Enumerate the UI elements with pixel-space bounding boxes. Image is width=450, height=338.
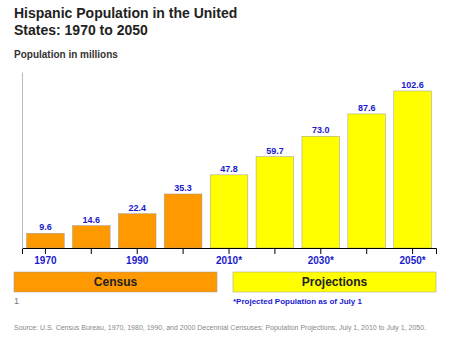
y-axis xyxy=(22,73,23,249)
x-axis: 1970 1990 2010* 2030* 2050* xyxy=(23,248,437,266)
legend-label: Projections xyxy=(302,275,368,289)
bar xyxy=(348,114,386,248)
x-tick-label: 1990 xyxy=(126,255,149,266)
x-tick-mark xyxy=(183,248,184,254)
bar xyxy=(72,226,110,248)
data-label: 9.6 xyxy=(39,222,52,232)
x-tick-mark xyxy=(366,248,367,254)
bar xyxy=(118,214,156,248)
data-label: 47.8 xyxy=(220,164,238,174)
x-tick xyxy=(366,248,367,254)
x-tick-mark xyxy=(137,248,138,254)
bar xyxy=(210,175,248,248)
chart: Hispanic Population in the UnitedStates:… xyxy=(0,0,450,338)
x-tick-label: 2050* xyxy=(400,255,426,266)
x-tick: 2050* xyxy=(400,248,426,266)
x-tick-mark xyxy=(412,248,413,254)
data-label: 22.4 xyxy=(128,203,146,213)
x-tick-mark xyxy=(320,248,321,254)
bars xyxy=(27,91,432,248)
x-tick-mark xyxy=(274,248,275,254)
x-tick xyxy=(91,248,92,254)
legend-swatch xyxy=(14,272,217,292)
x-tick: 2010* xyxy=(216,248,242,266)
x-tick-mark xyxy=(229,248,230,254)
bar xyxy=(302,136,340,248)
data-label: 73.0 xyxy=(312,125,330,135)
x-tick-mark xyxy=(91,248,92,254)
x-tick-label: 2010* xyxy=(216,255,242,266)
x-axis-line xyxy=(23,249,437,255)
annotation: 1 xyxy=(14,296,19,306)
data-label: 35.3 xyxy=(174,183,192,193)
data-label: 102.6 xyxy=(401,80,424,90)
x-tick xyxy=(183,248,184,254)
y-label: Population in millions xyxy=(14,49,118,60)
bar xyxy=(27,233,65,248)
legend-swatch xyxy=(233,272,436,292)
annotation: *Projected Population as of July 1 xyxy=(233,297,362,306)
legend-item: Projections xyxy=(233,272,436,292)
data-label: 87.6 xyxy=(358,103,376,113)
x-tick: 1970 xyxy=(34,248,57,266)
bar xyxy=(256,157,294,248)
bar xyxy=(164,194,202,248)
x-tick: 2030* xyxy=(308,248,334,266)
legend-label: Census xyxy=(94,275,138,289)
data-label: 59.7 xyxy=(266,146,284,156)
x-tick-label: 1970 xyxy=(34,255,57,266)
x-tick: 1990 xyxy=(126,248,149,266)
bar xyxy=(394,91,432,248)
x-tick-label: 2030* xyxy=(308,255,334,266)
title: Hispanic Population in the UnitedStates:… xyxy=(14,5,237,38)
legend-item: Census xyxy=(14,272,217,292)
x-tick xyxy=(274,248,275,254)
annotation: Source: U.S. Census Bureau, 1970, 1980, … xyxy=(14,324,426,332)
data-labels: 9.6 14.6 22.4 35.3 47.8 59.7 73.0 87.6 102.6 xyxy=(39,80,424,232)
y-axis-line xyxy=(22,73,23,249)
x-tick-mark xyxy=(45,248,46,254)
data-label: 14.6 xyxy=(83,215,101,225)
